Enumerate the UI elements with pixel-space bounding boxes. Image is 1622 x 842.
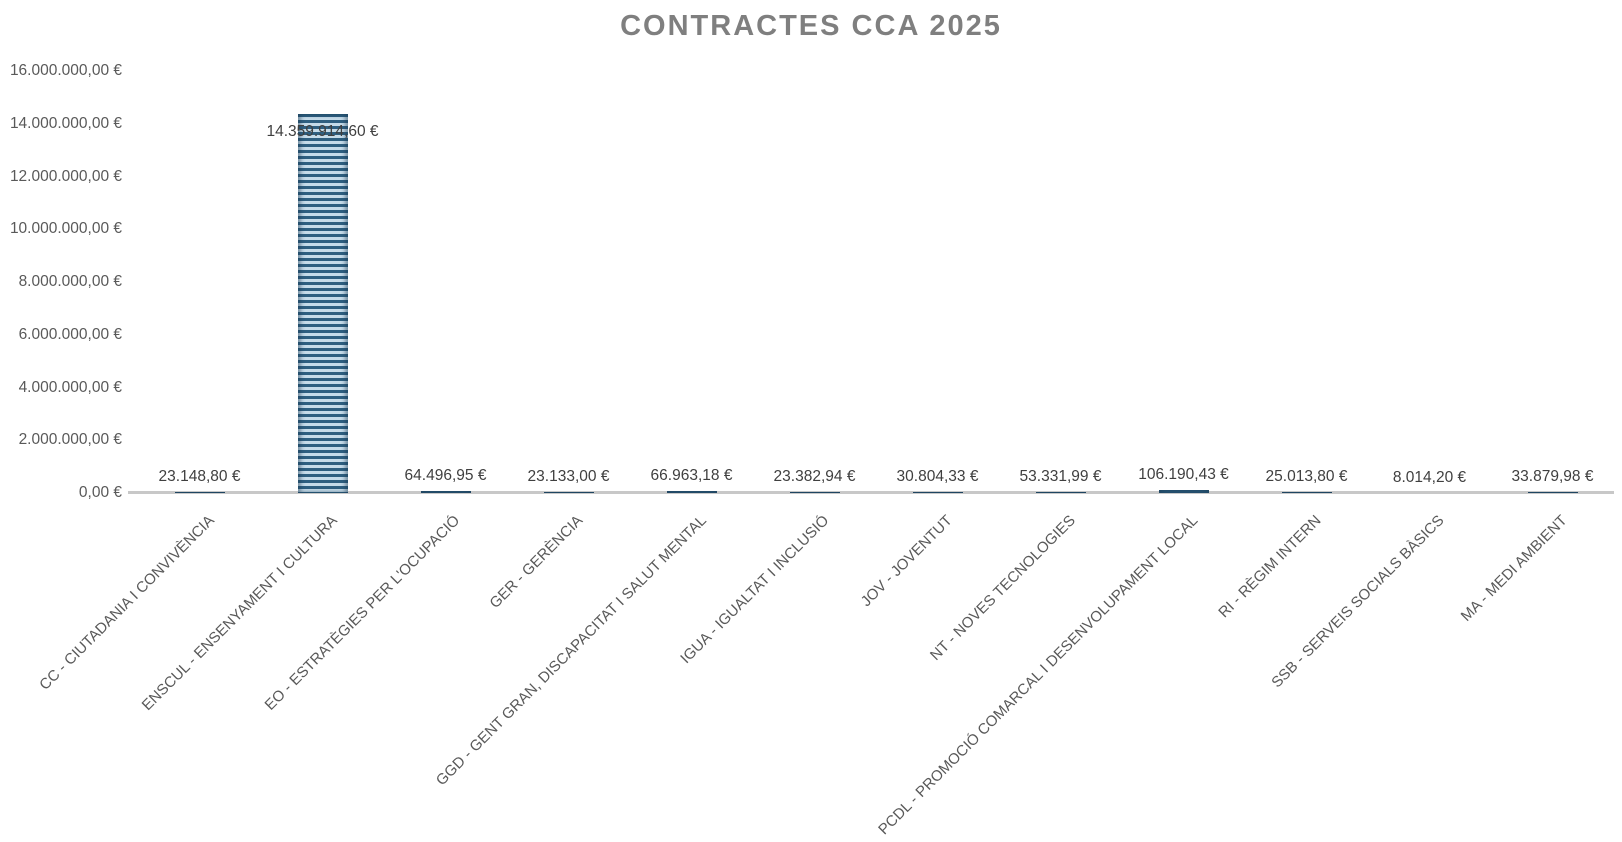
y-tick-label: 10.000.000,00 € [9,220,122,238]
bar-value-label: 64.496,95 € [404,467,487,485]
x-category-label: NT - NOVES TECNOLOGIES [926,512,1079,664]
bar [174,492,225,493]
x-category-label: IGUA - IGUALTAT I INCLUSIÓ [677,512,833,668]
y-tick-label: 2.000.000,00 € [18,431,122,449]
y-tick-label: 14.000.000,00 € [9,114,122,132]
bar [789,492,840,493]
x-category-label: GGD - GENT GRAN, DISCAPACITAT I SALUT ME… [432,512,710,790]
bar [1035,491,1086,493]
x-category-label: JOV - JOVENTUT [857,512,956,611]
x-category-label: RI - RÈGIM INTERN [1215,512,1325,622]
chart-title: CONTRACTES CCA 2025 [620,10,1002,42]
bar-value-label: 8.014,20 € [1392,468,1467,486]
bar [543,492,594,493]
bar-value-label: 66.963,18 € [650,467,733,485]
x-category-label: MA - MEDI AMBIENT [1457,512,1571,625]
bar-value-label: 14.359.914,60 € [266,123,379,141]
bar-value-label: 33.879,98 € [1511,468,1594,486]
x-category-label: GER - GERÈNCIA [486,512,587,612]
bar-value-label: 23.382,94 € [773,468,856,486]
x-category-label: ENSCUL - ENSENYAMENT I CULTURA [138,512,341,714]
y-tick-label: 12.000.000,00 € [9,167,122,185]
bar [1158,490,1209,493]
bar-value-label: 25.013,80 € [1265,468,1348,486]
y-tick-label: 8.000.000,00 € [18,273,122,290]
x-category-label: EO - ESTRATÈGIES PER L'OCUPACIÓ [261,512,464,714]
bar-value-label: 23.148,80 € [158,468,241,486]
bar [1281,492,1332,493]
y-tick-label: 6.000.000,00 € [18,325,122,343]
bar [666,491,717,493]
y-tick-label: 0,00 € [78,484,122,501]
bar [297,114,348,493]
x-axis-line [128,491,1614,494]
bar [912,492,963,493]
bar [420,491,471,493]
bar-value-label: 106.190,43 € [1138,466,1229,484]
y-tick-label: 16.000.000,00 € [9,62,122,79]
bar-value-label: 30.804,33 € [896,468,979,486]
bar-value-label: 23.133,00 € [527,468,610,486]
y-tick-label: 4.000.000,00 € [18,378,122,396]
bar [1527,492,1578,493]
bar-value-label: 53.331,99 € [1019,467,1102,485]
